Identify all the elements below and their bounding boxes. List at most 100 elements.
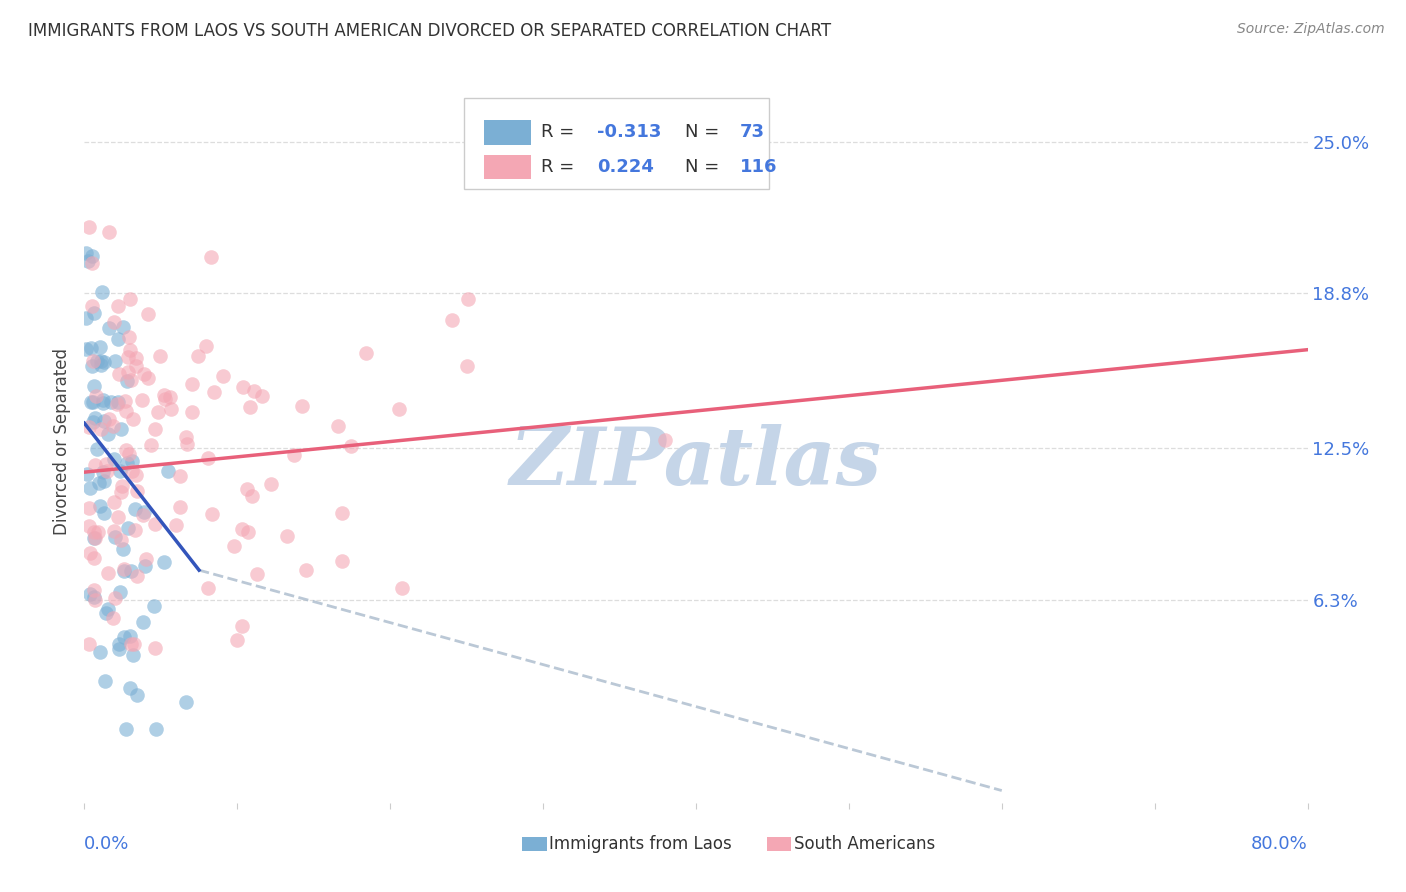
Point bbox=[114, 393, 136, 408]
Point bbox=[97, 321, 120, 335]
Point bbox=[83, 592, 105, 607]
Point bbox=[111, 478, 134, 492]
Point bbox=[107, 332, 129, 346]
Point bbox=[108, 637, 131, 651]
Point bbox=[93, 414, 115, 428]
Point bbox=[75, 310, 97, 325]
Point bbox=[160, 401, 183, 416]
Point bbox=[181, 376, 204, 391]
Point bbox=[90, 353, 112, 368]
Point bbox=[276, 529, 298, 543]
Point bbox=[224, 539, 246, 553]
Text: N =: N = bbox=[685, 123, 725, 141]
Point bbox=[103, 495, 125, 509]
Point bbox=[197, 451, 219, 466]
Point bbox=[117, 365, 139, 379]
Bar bbox=[766, 837, 792, 851]
Point bbox=[135, 552, 157, 566]
Text: ZIPatlas: ZIPatlas bbox=[510, 425, 882, 502]
Point bbox=[117, 457, 139, 471]
Point bbox=[125, 468, 148, 483]
Point bbox=[201, 507, 224, 521]
Point bbox=[169, 500, 191, 514]
Point bbox=[176, 437, 198, 451]
Point bbox=[83, 306, 105, 320]
Point bbox=[97, 566, 120, 581]
Point bbox=[117, 350, 139, 364]
Point bbox=[77, 254, 100, 268]
Bar bbox=[484, 154, 531, 179]
Point bbox=[195, 338, 218, 352]
Point bbox=[87, 476, 110, 491]
Point bbox=[86, 442, 108, 456]
Point bbox=[97, 427, 120, 442]
Point bbox=[118, 629, 141, 643]
Point bbox=[104, 591, 127, 605]
Point bbox=[80, 249, 103, 263]
Point bbox=[283, 448, 305, 462]
Point bbox=[120, 373, 142, 387]
Point bbox=[80, 341, 103, 355]
Point bbox=[388, 401, 411, 416]
Point bbox=[93, 474, 115, 488]
Point bbox=[121, 454, 143, 468]
Point bbox=[83, 525, 105, 540]
Point bbox=[94, 607, 117, 621]
Point bbox=[231, 522, 253, 536]
Point bbox=[84, 458, 107, 472]
Point bbox=[232, 380, 254, 394]
Point bbox=[103, 452, 125, 467]
Point bbox=[84, 389, 107, 403]
Point bbox=[83, 583, 105, 598]
Point bbox=[91, 392, 114, 407]
Point bbox=[104, 530, 127, 544]
Point bbox=[107, 367, 129, 381]
Point bbox=[103, 315, 125, 329]
Text: IMMIGRANTS FROM LAOS VS SOUTH AMERICAN DIVORCED OR SEPARATED CORRELATION CHART: IMMIGRANTS FROM LAOS VS SOUTH AMERICAN D… bbox=[28, 22, 831, 40]
Point bbox=[86, 353, 108, 368]
Point bbox=[200, 250, 222, 264]
Point bbox=[79, 394, 101, 409]
Point bbox=[90, 422, 112, 436]
Point bbox=[243, 384, 266, 398]
Point bbox=[127, 569, 149, 583]
Point bbox=[80, 256, 103, 270]
Point bbox=[169, 468, 191, 483]
Point bbox=[143, 640, 166, 655]
Point bbox=[83, 551, 105, 566]
Text: Immigrants from Laos: Immigrants from Laos bbox=[550, 835, 733, 853]
Point bbox=[77, 519, 100, 533]
Point bbox=[96, 457, 118, 471]
Point bbox=[240, 489, 263, 503]
Point bbox=[153, 388, 176, 402]
Text: 73: 73 bbox=[740, 123, 765, 141]
Point bbox=[112, 630, 135, 644]
Point bbox=[174, 430, 197, 444]
Point bbox=[118, 330, 141, 344]
Point bbox=[90, 358, 112, 372]
Point bbox=[118, 293, 141, 307]
Point bbox=[82, 353, 104, 368]
Point bbox=[143, 422, 166, 436]
Point bbox=[187, 349, 209, 363]
Point bbox=[108, 641, 131, 656]
Point bbox=[93, 506, 115, 520]
Point bbox=[291, 399, 314, 413]
Point bbox=[115, 404, 138, 418]
Point bbox=[82, 415, 104, 429]
Point bbox=[96, 464, 118, 478]
Point bbox=[94, 674, 117, 689]
Point bbox=[118, 681, 141, 695]
Point bbox=[125, 351, 148, 365]
Point bbox=[107, 510, 129, 524]
Point bbox=[82, 299, 104, 313]
Point bbox=[125, 483, 148, 498]
Point bbox=[76, 467, 98, 481]
Point bbox=[77, 420, 100, 434]
Point bbox=[391, 581, 413, 595]
Point bbox=[231, 619, 253, 633]
Text: 116: 116 bbox=[740, 158, 778, 176]
Point bbox=[441, 312, 464, 326]
Point bbox=[84, 531, 107, 545]
Point bbox=[159, 390, 181, 404]
